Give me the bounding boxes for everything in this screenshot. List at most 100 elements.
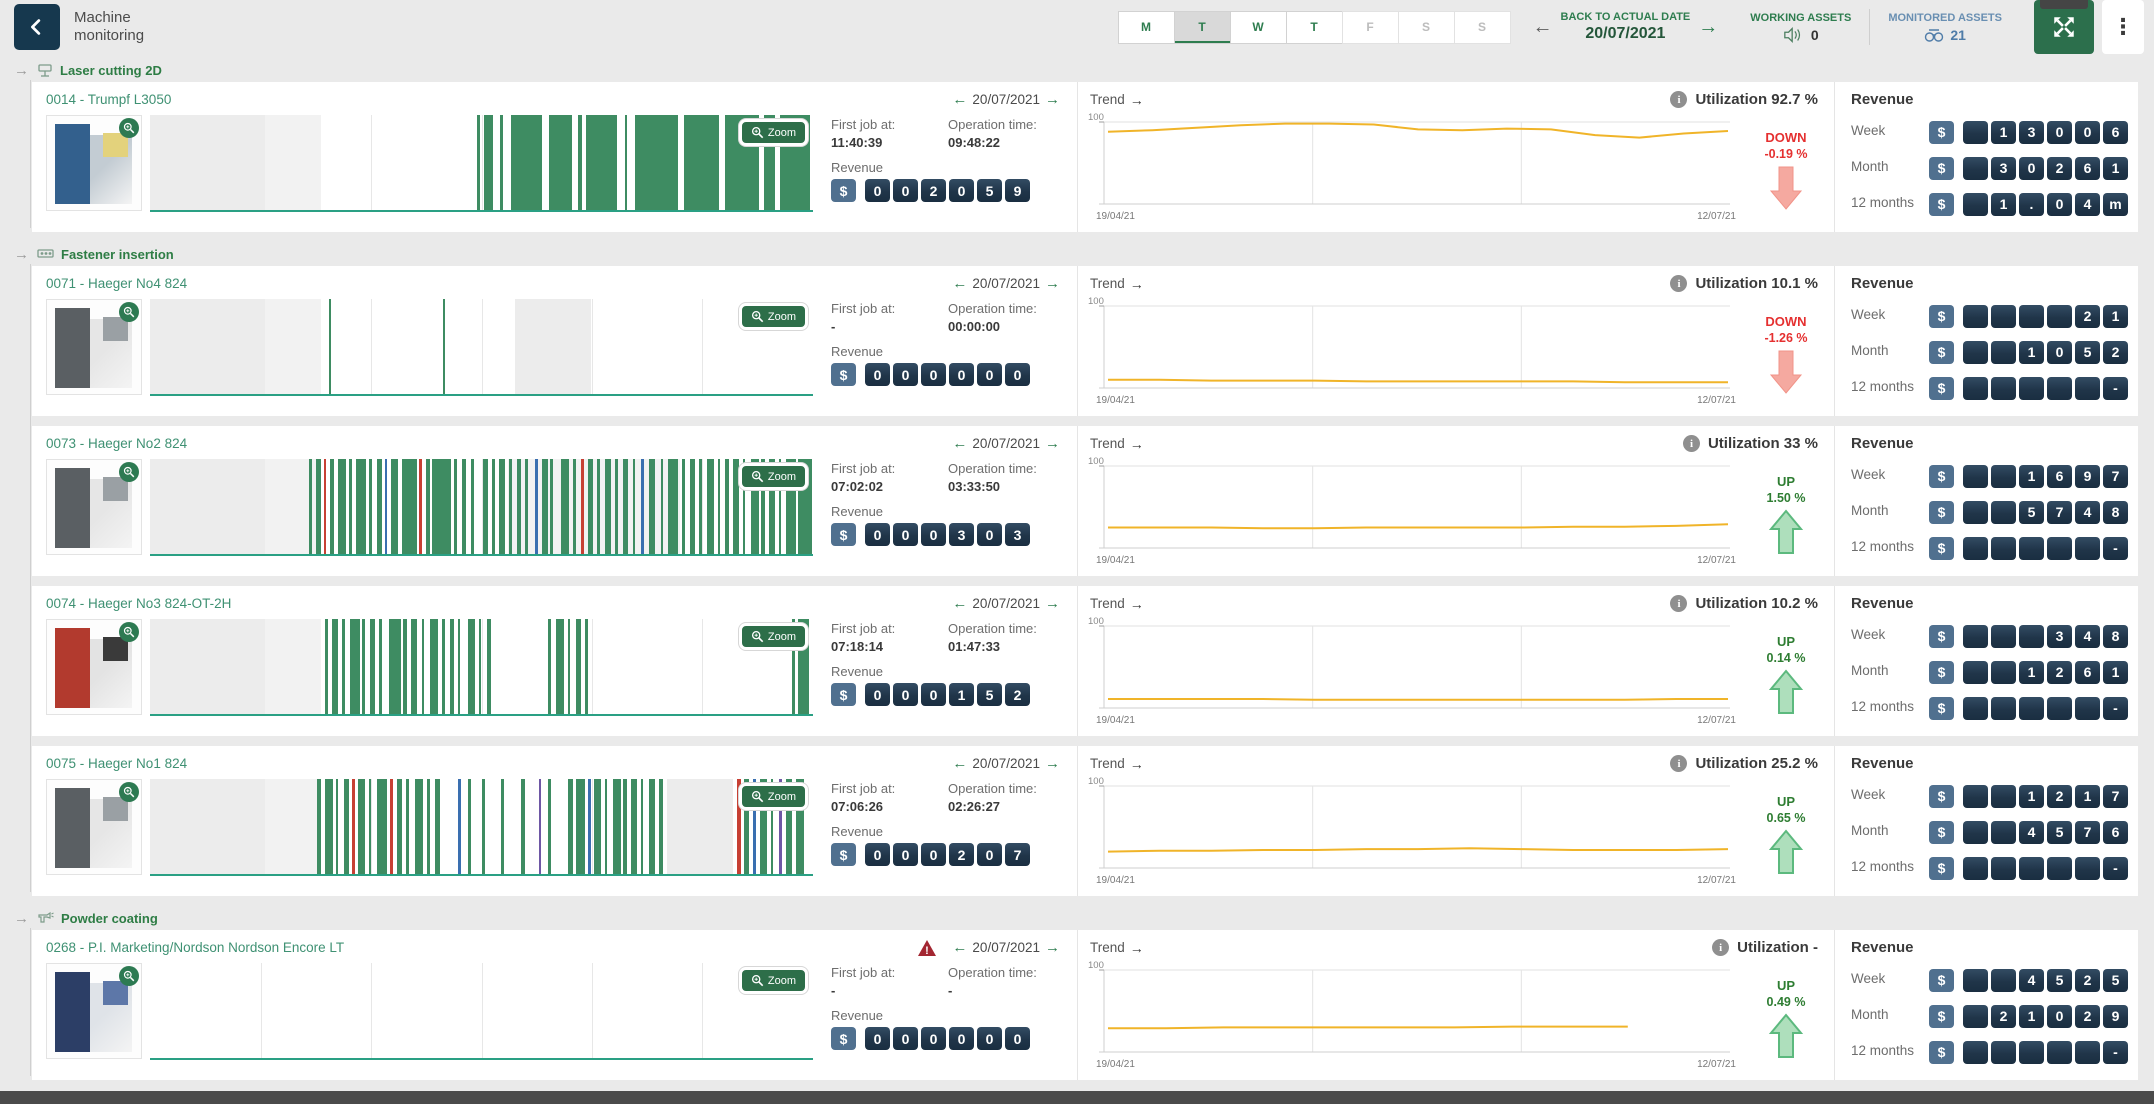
timeline-zoom-button[interactable]: Zoom bbox=[738, 783, 808, 810]
digit-box: 1 bbox=[2019, 784, 2044, 808]
machine-name-link[interactable]: 0073 - Haeger No2 824 bbox=[46, 436, 188, 451]
machine-prev-day-arrow[interactable]: ← bbox=[952, 755, 968, 772]
timeline-strip[interactable]: Zoom bbox=[150, 459, 813, 556]
twelve-months-label: 12 months bbox=[1851, 194, 1915, 210]
trend-zone: Trend → i Utilization 92.7 % 100 19/04/2… bbox=[1077, 82, 1835, 232]
timeline-zoom-button[interactable]: Zoom bbox=[738, 967, 808, 994]
day-button-w[interactable]: W bbox=[1229, 10, 1287, 44]
machine-next-day-arrow[interactable]: → bbox=[1045, 91, 1060, 108]
timeline-strip[interactable]: Zoom bbox=[150, 963, 813, 1060]
timeline-zoom-button[interactable]: Zoom bbox=[738, 623, 808, 650]
utilization-info-icon[interactable]: i bbox=[1682, 435, 1700, 452]
back-button[interactable] bbox=[14, 4, 60, 50]
machine-name-link[interactable]: 0268 - P.I. Marketing/Nordson Nordson En… bbox=[46, 940, 345, 955]
trend-percent: 1.50 % bbox=[1766, 491, 1806, 505]
digit-box: 1 bbox=[2103, 156, 2128, 180]
photo-zoom-badge[interactable] bbox=[119, 622, 139, 642]
trend-label[interactable]: Trend bbox=[1090, 596, 1125, 611]
digit-box-blank bbox=[2047, 696, 2072, 720]
photo-zoom-badge[interactable] bbox=[119, 462, 139, 482]
timeline-strip[interactable]: Zoom bbox=[150, 115, 813, 212]
timeline-zoom-button[interactable]: Zoom bbox=[738, 303, 808, 330]
trend-arrow-icon[interactable]: → bbox=[1129, 755, 1144, 772]
trend-arrow-icon[interactable]: → bbox=[1129, 595, 1144, 612]
timeline-job-bar bbox=[763, 115, 775, 210]
machine-name-link[interactable]: 0075 - Haeger No1 824 bbox=[46, 756, 188, 771]
machine-next-day-arrow[interactable]: → bbox=[1045, 275, 1060, 292]
timeline-job-bar bbox=[596, 459, 600, 554]
timeline-job-bar bbox=[478, 619, 482, 714]
fullscreen-button[interactable] bbox=[2034, 0, 2094, 54]
timeline-strip[interactable]: Zoom bbox=[150, 619, 813, 716]
currency-box: $ bbox=[831, 523, 856, 546]
machine-prev-day-arrow[interactable]: ← bbox=[952, 435, 968, 452]
machine-name-link[interactable]: 0074 - Haeger No3 824-OT-2H bbox=[46, 596, 232, 611]
trend-label[interactable]: Trend bbox=[1090, 940, 1125, 955]
timeline-strip[interactable]: Zoom bbox=[150, 779, 813, 876]
section-header[interactable]: → Laser cutting 2D bbox=[14, 58, 2154, 82]
utilization-info-icon[interactable]: i bbox=[1712, 939, 1730, 956]
trend-label[interactable]: Trend bbox=[1090, 276, 1125, 291]
photo-zoom-badge[interactable] bbox=[119, 966, 139, 986]
back-to-actual-date[interactable]: BACK TO ACTUAL DATE 20/07/2021 bbox=[1561, 11, 1691, 43]
section-header[interactable]: → Fastener insertion bbox=[14, 242, 2154, 266]
digit-box: 0 bbox=[977, 1027, 1002, 1050]
utilization-info-icon[interactable]: i bbox=[1670, 275, 1688, 292]
trend-percent: 0.65 % bbox=[1766, 811, 1806, 825]
timeline-job-bar bbox=[342, 619, 345, 714]
timeline-job-bar bbox=[761, 459, 765, 554]
machine-prev-day-arrow[interactable]: ← bbox=[952, 595, 968, 612]
machine-sections: → Laser cutting 2D 0014 - Trumpf L3050 !… bbox=[0, 58, 2154, 1080]
utilization-info-icon[interactable]: i bbox=[1670, 595, 1688, 612]
section-cards: 0014 - Trumpf L3050 ! ← 20/07/2021 → bbox=[0, 82, 2154, 232]
digit-box-blank bbox=[1991, 624, 2016, 648]
photo-zoom-badge[interactable] bbox=[119, 302, 139, 322]
timeline-zoom-button[interactable]: Zoom bbox=[738, 463, 808, 490]
trend-arrow-icon[interactable]: → bbox=[1129, 91, 1144, 108]
digit-box: 1 bbox=[2075, 784, 2100, 808]
machine-left-zone: 0071 - Haeger No4 824 ! ← 20/07/2021 → bbox=[32, 266, 1077, 416]
machine-next-day-arrow[interactable]: → bbox=[1045, 939, 1060, 956]
trend-arrow-icon[interactable]: → bbox=[1129, 435, 1144, 452]
section-header[interactable]: → Powder coating bbox=[14, 906, 2154, 930]
day-button-t[interactable]: T bbox=[1173, 10, 1231, 44]
first-job-label: First job at: bbox=[831, 461, 896, 476]
timeline-strip[interactable]: Zoom bbox=[150, 299, 813, 396]
currency-box: $ bbox=[1929, 376, 1954, 400]
day-button-t[interactable]: T bbox=[1285, 10, 1343, 44]
machine-next-day-arrow[interactable]: → bbox=[1045, 595, 1060, 612]
machine-name-link[interactable]: 0071 - Haeger No4 824 bbox=[46, 276, 188, 291]
day-revenue-label: Revenue bbox=[831, 664, 884, 679]
first-job-label: First job at: bbox=[831, 781, 896, 796]
timeline-job-bar bbox=[623, 459, 629, 554]
machine-prev-day-arrow[interactable]: ← bbox=[952, 275, 968, 292]
trend-label[interactable]: Trend bbox=[1090, 92, 1125, 107]
timeline-zoom-button[interactable]: Zoom bbox=[738, 119, 808, 146]
machine-name-link[interactable]: 0014 - Trumpf L3050 bbox=[46, 92, 172, 107]
trend-zone: Trend → i Utilization 33 % 100 19/04/21 … bbox=[1077, 426, 1835, 576]
next-day-arrow[interactable]: → bbox=[1698, 15, 1719, 38]
machine-next-day-arrow[interactable]: → bbox=[1045, 435, 1060, 452]
digit-box: 0 bbox=[977, 523, 1002, 546]
machine-prev-day-arrow[interactable]: ← bbox=[952, 939, 968, 956]
previous-day-arrow[interactable]: ← bbox=[1532, 15, 1553, 38]
day-button-m[interactable]: M bbox=[1117, 10, 1175, 44]
photo-zoom-badge[interactable] bbox=[119, 118, 139, 138]
utilization-info-icon[interactable]: i bbox=[1670, 91, 1688, 108]
trend-label[interactable]: Trend bbox=[1090, 756, 1125, 771]
trend-arrow-icon[interactable]: → bbox=[1129, 275, 1144, 292]
more-options-button[interactable]: ⋮ bbox=[2102, 0, 2144, 54]
trend-arrow-icon[interactable]: → bbox=[1129, 939, 1144, 956]
current-date: 20/07/2021 bbox=[1585, 25, 1666, 42]
timeline-job-bar bbox=[586, 115, 617, 210]
trend-label[interactable]: Trend bbox=[1090, 436, 1125, 451]
machine-next-day-arrow[interactable]: → bbox=[1045, 755, 1060, 772]
photo-zoom-badge[interactable] bbox=[119, 782, 139, 802]
trend-y-max-label: 100 bbox=[1088, 776, 1104, 787]
digit-box: . bbox=[2019, 192, 2044, 216]
section-cards: 0071 - Haeger No4 824 ! ← 20/07/2021 → bbox=[0, 266, 2154, 896]
currency-box: $ bbox=[1929, 464, 1954, 488]
utilization-info-icon[interactable]: i bbox=[1670, 755, 1688, 772]
machine-prev-day-arrow[interactable]: ← bbox=[952, 91, 968, 108]
